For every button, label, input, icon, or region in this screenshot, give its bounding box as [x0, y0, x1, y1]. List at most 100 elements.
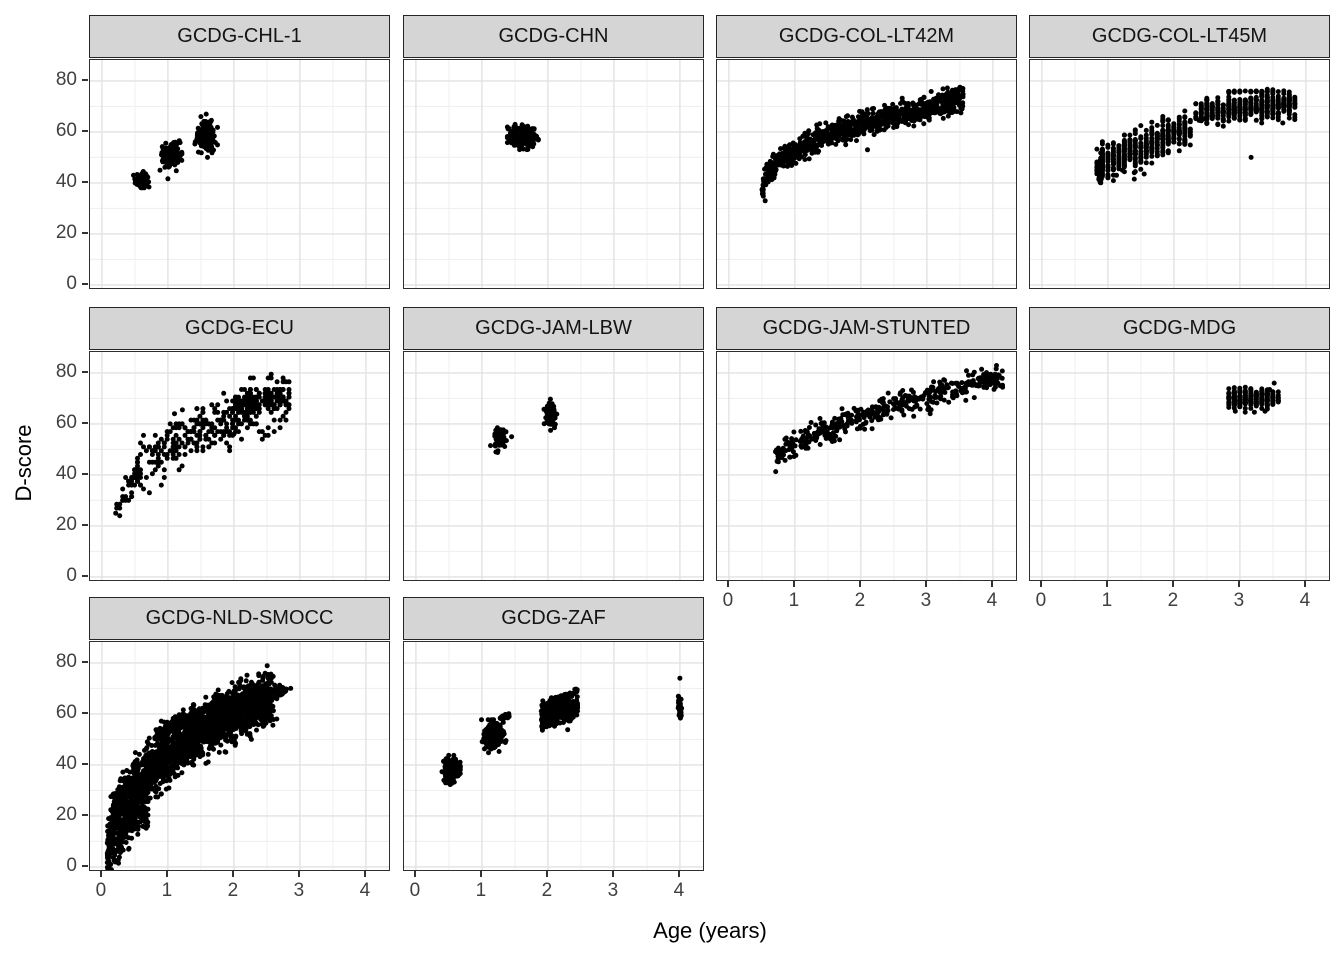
facet-strip-label: GCDG-MDG — [1122, 317, 1237, 339]
facet-panel-gcdg-jam-stunted — [716, 351, 1017, 581]
x-tick-mark — [990, 581, 993, 587]
x-tick-label: 3 — [607, 880, 619, 901]
facet-strip: GCDG-NLD-SMOCC — [89, 597, 390, 640]
scatter-plot — [1030, 60, 1329, 288]
x-tick-mark — [792, 581, 795, 587]
y-tick-label: 60 — [55, 411, 77, 433]
x-tick-mark — [479, 871, 482, 877]
y-tick-mark — [82, 129, 88, 132]
x-tick-mark — [297, 871, 300, 877]
x-tick-mark — [1237, 581, 1240, 587]
facet-panel-gcdg-mdg — [1029, 351, 1330, 581]
x-tick-label: 0 — [722, 590, 734, 611]
facet-strip-label: GCDG-COL-LT45M — [1091, 25, 1268, 47]
facet-strip-label: GCDG-NLD-SMOCC — [145, 607, 334, 629]
y-tick-label: 60 — [55, 119, 77, 141]
x-tick-label: 1 — [161, 880, 173, 901]
x-tick-label: 4 — [986, 590, 998, 611]
facet-strip-label: GCDG-JAM-STUNTED — [762, 317, 971, 339]
x-tick-label: 0 — [409, 880, 421, 901]
y-tick-label: 20 — [55, 803, 77, 825]
x-tick-label: 2 — [854, 590, 866, 611]
facet-panel-gcdg-nld-smocc — [89, 641, 390, 871]
y-tick-label: 20 — [55, 221, 77, 243]
x-tick-mark — [1171, 581, 1174, 587]
scatter-plot — [404, 60, 703, 288]
facet-strip-label: GCDG-ZAF — [501, 607, 606, 629]
y-tick-label: 60 — [55, 701, 77, 723]
facet-panel-gcdg-jam-lbw — [403, 351, 704, 581]
scatter-plot — [90, 352, 389, 580]
facet-strip: GCDG-COL-LT45M — [1029, 15, 1330, 58]
scatter-plot — [404, 642, 703, 870]
facet-strip-label: GCDG-CHN — [498, 25, 609, 47]
facet-strip-label: GCDG-ECU — [185, 317, 294, 339]
facet-strip-label: GCDG-COL-LT42M — [778, 25, 955, 47]
scatter-plot — [717, 60, 1016, 288]
x-tick-mark — [363, 871, 366, 877]
y-tick-label: 40 — [55, 752, 77, 774]
x-tick-mark — [924, 581, 927, 587]
y-tick-mark — [82, 660, 88, 663]
x-tick-mark — [413, 871, 416, 877]
x-tick-label: 1 — [788, 590, 800, 611]
facet-strip: GCDG-CHL-1 — [89, 15, 390, 58]
y-tick-label: 80 — [55, 650, 77, 672]
y-tick-mark — [82, 711, 88, 714]
y-tick-mark — [82, 282, 88, 285]
facet-strip: GCDG-COL-LT42M — [716, 15, 1017, 58]
x-tick-mark — [231, 871, 234, 877]
x-tick-mark — [611, 871, 614, 877]
y-tick-mark — [82, 813, 88, 816]
y-tick-label: 0 — [66, 272, 77, 294]
scatter-plot — [90, 60, 389, 288]
y-tick-mark — [82, 472, 88, 475]
x-tick-label: 1 — [1101, 590, 1113, 611]
facet-strip: GCDG-ECU — [89, 307, 390, 350]
x-tick-mark — [726, 581, 729, 587]
facet-strip: GCDG-MDG — [1029, 307, 1330, 350]
x-tick-label: 0 — [1035, 590, 1047, 611]
x-tick-label: 3 — [293, 880, 305, 901]
facet-panel-gcdg-chn — [403, 59, 704, 289]
facet-panel-gcdg-zaf — [403, 641, 704, 871]
y-tick-label: 80 — [55, 68, 77, 90]
facet-panel-gcdg-col-lt45m — [1029, 59, 1330, 289]
scatter-plot — [1030, 352, 1329, 580]
y-tick-label: 20 — [55, 513, 77, 535]
x-tick-label: 2 — [541, 880, 553, 901]
y-tick-mark — [82, 523, 88, 526]
y-axis-title: D-score — [11, 424, 36, 502]
facet-panel-gcdg-col-lt42m — [716, 59, 1017, 289]
x-tick-mark — [1303, 581, 1306, 587]
x-tick-label: 2 — [227, 880, 239, 901]
facet-strip: GCDG-JAM-STUNTED — [716, 307, 1017, 350]
x-tick-label: 4 — [673, 880, 685, 901]
x-tick-mark — [677, 871, 680, 877]
y-tick-label: 80 — [55, 360, 77, 382]
facet-strip: GCDG-CHN — [403, 15, 704, 58]
x-tick-label: 2 — [1167, 590, 1179, 611]
x-tick-label: 0 — [95, 880, 107, 901]
y-tick-label: 40 — [55, 462, 77, 484]
x-tick-mark — [99, 871, 102, 877]
x-tick-mark — [165, 871, 168, 877]
y-tick-mark — [82, 762, 88, 765]
facet-strip: GCDG-JAM-LBW — [403, 307, 704, 350]
y-tick-mark — [82, 231, 88, 234]
facet-strip: GCDG-ZAF — [403, 597, 704, 640]
y-tick-mark — [82, 864, 88, 867]
y-tick-mark — [82, 574, 88, 577]
x-tick-mark — [545, 871, 548, 877]
x-tick-mark — [1105, 581, 1108, 587]
facet-panel-gcdg-chl-1 — [89, 59, 390, 289]
facet-panel-gcdg-ecu — [89, 351, 390, 581]
y-tick-label: 0 — [66, 854, 77, 876]
x-tick-label: 4 — [359, 880, 371, 901]
facet-strip-label: GCDG-JAM-LBW — [475, 317, 632, 339]
y-tick-mark — [82, 180, 88, 183]
x-tick-label: 3 — [920, 590, 932, 611]
scatter-plot — [717, 352, 1016, 580]
x-tick-mark — [858, 581, 861, 587]
